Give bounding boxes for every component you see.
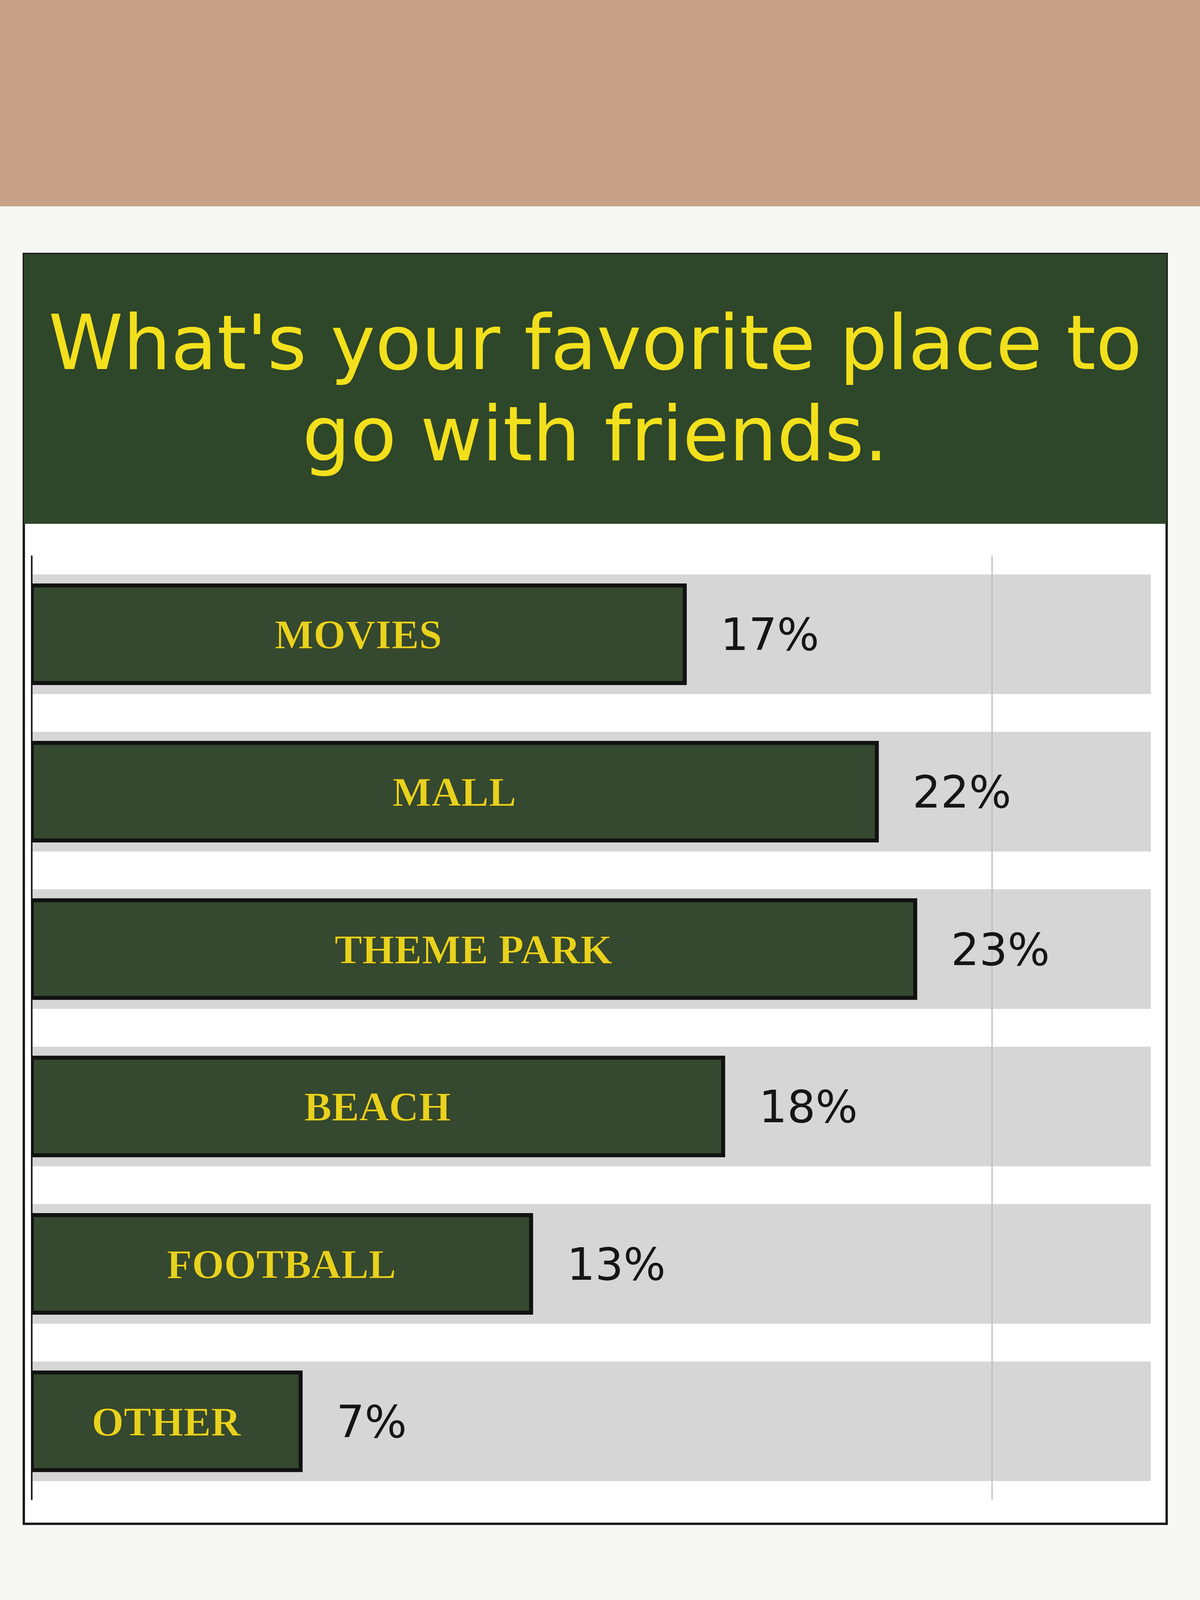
row-stripe — [31, 889, 1151, 1009]
labels: MOVIES 17% MALL 22% THEME PARK 23% BEACH 18% FOO… — [91, 608, 1050, 1448]
category-label: OTHER — [91, 1398, 242, 1445]
bar — [31, 1215, 531, 1313]
row-stripe — [31, 731, 1151, 852]
axis-end — [991, 555, 993, 1500]
row-stripe — [31, 574, 1151, 695]
chart: What's your favorite place togo with fri… — [0, 0, 1200, 1600]
data-label: 7% — [336, 1396, 408, 1448]
title-band — [23, 253, 1167, 524]
category-label: FOOTBALL — [166, 1241, 397, 1287]
category-label: BEACH — [303, 1083, 451, 1130]
bar — [31, 1372, 301, 1471]
category-label: THEME PARK — [334, 926, 613, 973]
data-label: 23% — [950, 923, 1050, 976]
row-stripe — [31, 1046, 1151, 1167]
data-label: 22% — [912, 766, 1012, 818]
bar — [31, 900, 916, 999]
panel-frame — [23, 253, 1167, 1524]
title-line: What's your favorite place to — [48, 299, 1142, 387]
axis-start — [30, 555, 33, 1500]
data-label: 17% — [720, 608, 820, 661]
page-sheet — [0, 206, 1200, 1600]
title: What's your favorite place togo with fri… — [48, 299, 1142, 479]
row-stripe — [31, 1203, 1151, 1324]
bar — [31, 585, 685, 683]
category-label: MALL — [392, 769, 517, 815]
data-label: 18% — [758, 1080, 858, 1133]
bar — [31, 742, 877, 841]
background — [0, 0, 1200, 1600]
title-line: go with friends. — [302, 390, 889, 479]
bar — [31, 1057, 724, 1156]
data-label: 13% — [566, 1238, 666, 1291]
row-stripe — [31, 1361, 1151, 1481]
category-label: MOVIES — [274, 611, 443, 658]
bars — [31, 585, 916, 1470]
page: What's your favorite place togo with fri… — [0, 0, 1200, 1600]
